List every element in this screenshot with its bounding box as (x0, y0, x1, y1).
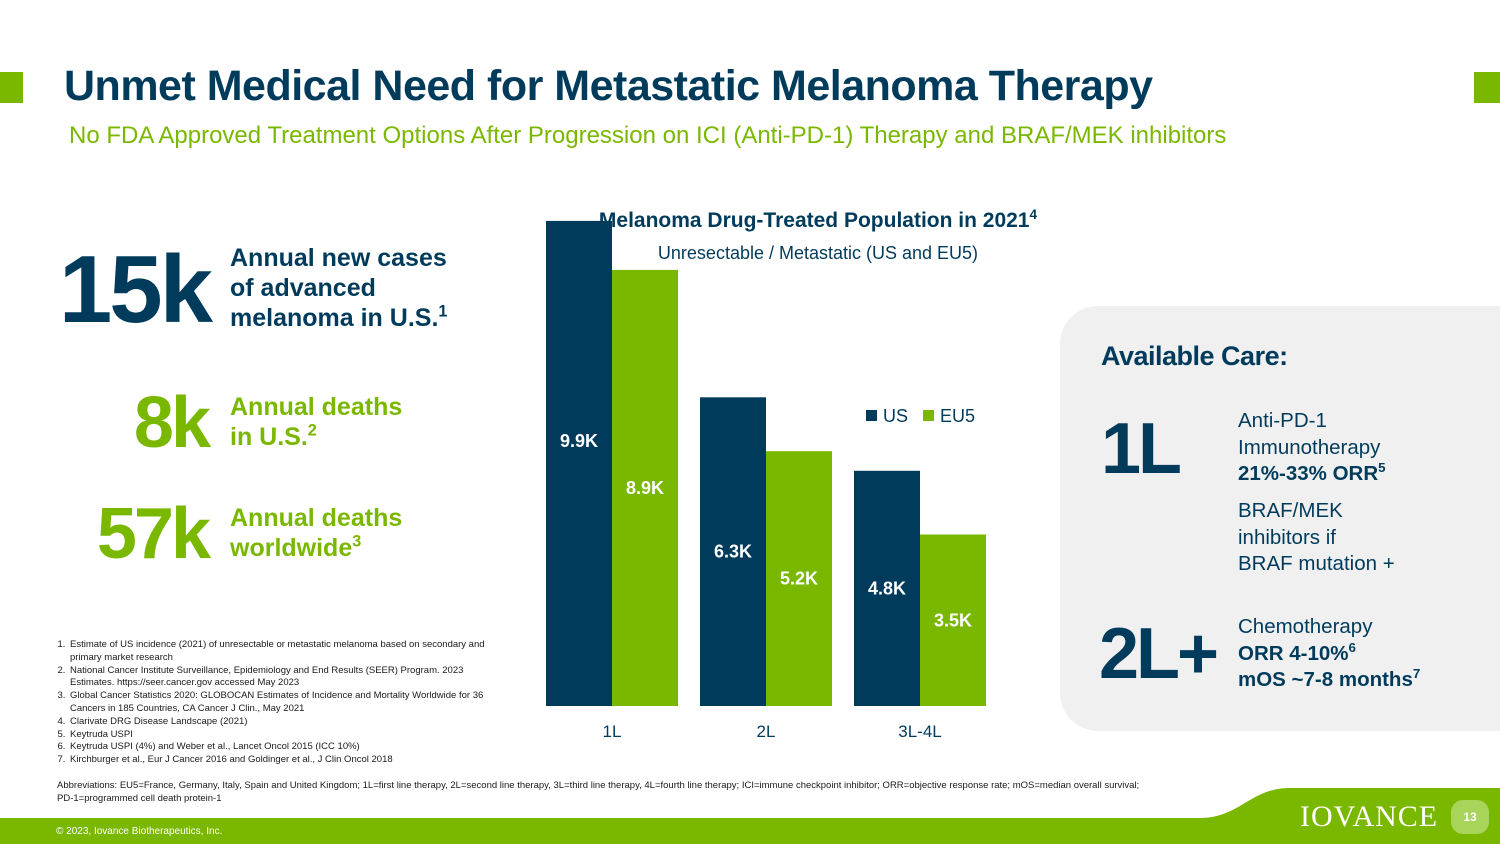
stat-us-deaths-value: 8k (133, 383, 211, 463)
footnote-marker: 7 (1412, 666, 1421, 682)
data-label: 4.8K (868, 578, 906, 598)
page-title: Unmet Medical Need for Metastatic Melano… (64, 62, 1153, 110)
care-text-line: BRAF mutation + (1238, 552, 1395, 575)
bar-eu5-2l (766, 451, 832, 706)
footnote-marker: 5 (1378, 460, 1386, 476)
reference-item: Global Cancer Statistics 2020: GLOBOCAN … (68, 690, 488, 716)
data-label: 8.9K (626, 478, 664, 498)
care-mos-value: mOS ~7-8 months (1238, 668, 1413, 691)
abbreviations-note: Abbreviations: EU5=France, Germany, Ital… (57, 780, 1140, 804)
available-care-panel (1060, 306, 1500, 731)
stat-new-cases-value: 15k (58, 236, 213, 343)
stat-world-deaths-line: worldwide3 (230, 533, 402, 563)
accent-square-right (1474, 72, 1500, 103)
care-text-line: inhibitors if (1238, 525, 1336, 549)
bar-eu5-3l-4l (920, 534, 986, 706)
chart-title: Melanoma Drug-Treated Population in 2021… (548, 207, 1088, 233)
page-number-badge: 13 (1451, 800, 1489, 834)
care-orr-value: ORR 4-10% (1238, 641, 1349, 665)
page-subtitle: No FDA Approved Treatment Options After … (69, 122, 1227, 149)
stat-world-deaths-value: 57k (96, 494, 211, 574)
stat-us-deaths-line: in U.S.2 (230, 422, 402, 452)
data-label: 6.3K (714, 542, 752, 562)
footnote-marker: 3 (352, 532, 362, 551)
reference-item: Estimate of US incidence (2021) of unres… (68, 639, 488, 665)
care-2l-chemotherapy: Chemotherapy ORR 4-10%6 mOS ~7-8 months7 (1238, 614, 1420, 694)
footnote-marker: 2 (307, 421, 317, 440)
care-text-line: BRAF/MEK (1238, 499, 1343, 522)
stat-new-cases-line-text: melanoma in U.S. (230, 304, 439, 332)
x-tick-label: 3L-4L (898, 722, 941, 741)
stat-us-deaths-line: Annual deaths (230, 393, 403, 421)
footnote-marker: 4 (1029, 207, 1038, 222)
reference-item: Clarivate DRG Disease Landscape (2021) (68, 716, 488, 729)
stat-us-deaths-desc: Annual deaths in U.S.2 (230, 392, 402, 452)
stat-new-cases-line: Annual new cases (230, 244, 447, 272)
care-1l-immunotherapy: Anti-PD-1 Immunotherapy 21%-33% ORR5 (1238, 408, 1386, 488)
copyright-text: © 2023, Iovance Biotherapeutics, Inc. (56, 826, 223, 837)
bar-us-3l-4l (854, 470, 920, 706)
reference-item: Keytruda USPI (4%) and Weber et al., Lan… (68, 741, 488, 754)
stat-new-cases-line: of advanced (230, 274, 376, 302)
care-text-line: Anti-PD-1 (1238, 409, 1327, 432)
stat-new-cases-desc: Annual new cases of advanced melanoma in… (230, 243, 447, 333)
bar-us-1l (546, 220, 612, 706)
stat-new-cases-line: melanoma in U.S.1 (230, 303, 447, 333)
footer-bar (0, 818, 1500, 844)
chart-subtitle: Unresectable / Metastatic (US and EU5) (657, 243, 979, 263)
available-care-title: Available Care: (1101, 341, 1288, 371)
stat-us-deaths-line-text: in U.S. (230, 423, 308, 451)
care-text-line: Chemotherapy (1238, 615, 1373, 638)
legend-swatch-us (866, 410, 877, 421)
references-list: Estimate of US incidence (2021) of unres… (54, 639, 488, 767)
legend-swatch-eu5 (923, 410, 934, 421)
reference-item: Kirchburger et al., Eur J Cancer 2016 an… (68, 754, 488, 767)
iovance-logo: IOVANCE (1300, 800, 1439, 833)
x-tick-label: 2L (757, 722, 776, 741)
stat-world-deaths-desc: Annual deaths worldwide3 (230, 503, 402, 563)
care-text-line: 21%-33% ORR5 (1238, 461, 1386, 488)
care-1l-braf-mek: BRAF/MEK inhibitors if BRAF mutation + (1238, 498, 1395, 578)
care-line-label: 1L (1101, 409, 1182, 489)
data-label: 9.9K (560, 431, 598, 451)
footer-wave (1200, 788, 1500, 820)
bar-us-2l (700, 397, 766, 706)
footnote-marker: 1 (438, 302, 448, 321)
care-text-line: Immunotherapy (1238, 435, 1381, 459)
chart-title-text: Melanoma Drug-Treated Population in 2021 (598, 209, 1030, 232)
reference-item: National Cancer Institute Surveillance, … (68, 665, 488, 691)
care-line-label: 2L+ (1099, 614, 1219, 694)
data-label: 5.2K (780, 569, 818, 589)
x-tick-label: 1L (603, 722, 622, 741)
care-orr-value: 21%-33% ORR (1238, 462, 1379, 485)
care-text-line: ORR 4-10%6 (1238, 641, 1420, 668)
care-text-line: mOS ~7-8 months7 (1238, 667, 1420, 694)
stat-world-deaths-line: Annual deaths (230, 504, 403, 532)
stat-world-deaths-line-text: worldwide (230, 534, 353, 562)
bar-eu5-1l (612, 269, 678, 706)
reference-item: Keytruda USPI (68, 729, 488, 742)
accent-square-left (0, 72, 23, 103)
footnote-marker: 6 (1348, 639, 1356, 655)
legend-label-eu5: EU5 (940, 406, 975, 426)
legend-label-us: US (883, 406, 908, 426)
data-label: 3.5K (934, 610, 972, 630)
